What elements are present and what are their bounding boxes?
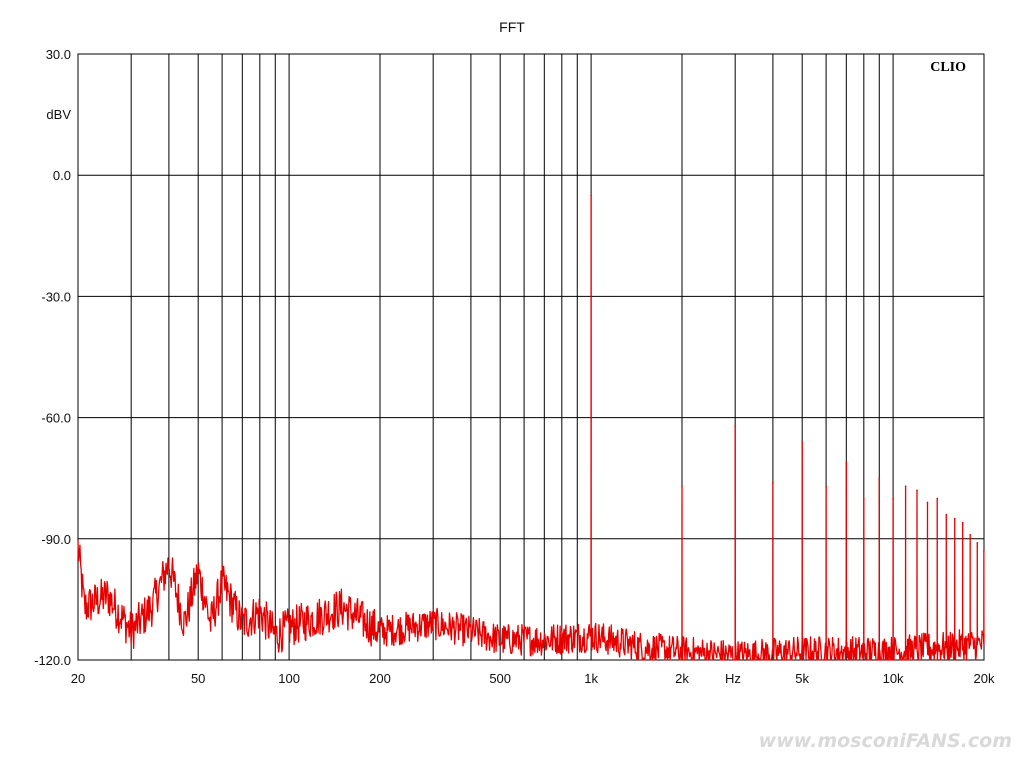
x-tick-label: 50 [191, 671, 205, 686]
x-tick-label: 200 [369, 671, 391, 686]
x-tick-label: 1k [584, 671, 598, 686]
chart-title: FFT [499, 19, 525, 35]
harmonic-peak [969, 533, 971, 536]
harmonic-peak [945, 513, 948, 516]
harmonic-peak [936, 497, 939, 500]
x-tick-label: 2k [675, 671, 689, 686]
harmonic-peak [953, 517, 956, 520]
harmonic-peak [801, 441, 803, 443]
y-tick-label: 0.0 [53, 168, 71, 183]
plot-area [77, 53, 985, 661]
series-group [77, 194, 985, 661]
watermark: www.mosconiFANS.com [759, 730, 1012, 752]
clio-brand: CLIO [930, 60, 966, 75]
x-tick-label: 10k [883, 671, 904, 686]
harmonic-peak [590, 194, 592, 197]
harmonic-peak [961, 521, 964, 524]
harmonic-peak [904, 485, 907, 488]
fft-trace [77, 194, 985, 661]
y-tick-label: 30.0 [46, 47, 71, 62]
y-tick-label: -30.0 [41, 289, 71, 304]
harmonic-peak [863, 497, 865, 500]
x-tick-label: 100 [278, 671, 300, 686]
harmonic-peak [892, 497, 894, 500]
harmonic-peak [681, 485, 683, 488]
harmonic-peak [878, 477, 881, 480]
y-axis-label: dBV [46, 107, 71, 122]
y-tick-label: -120.0 [34, 653, 71, 668]
harmonic-peak [976, 542, 979, 544]
x-tick-label: 20 [71, 671, 85, 686]
harmonic-peak [734, 424, 736, 427]
harmonic-peak [926, 501, 929, 504]
harmonic-peak [772, 481, 774, 484]
x-axis-label: Hz [725, 671, 741, 686]
x-tick-label: 5k [795, 671, 809, 686]
y-tick-label: -90.0 [41, 532, 71, 547]
y-tick-label: -60.0 [41, 411, 71, 426]
tick-labels: 20 50 100 200 500 1k 2k 5k 10k 20k 30.0 0.0 -30.0 -60… [34, 47, 995, 686]
x-tick-label: 500 [489, 671, 511, 686]
harmonic-peak [845, 461, 848, 463]
x-tick-label: 20k [974, 671, 995, 686]
harmonic-peak [825, 485, 827, 488]
harmonic-peak [983, 550, 985, 552]
harmonic-peak [916, 489, 918, 492]
